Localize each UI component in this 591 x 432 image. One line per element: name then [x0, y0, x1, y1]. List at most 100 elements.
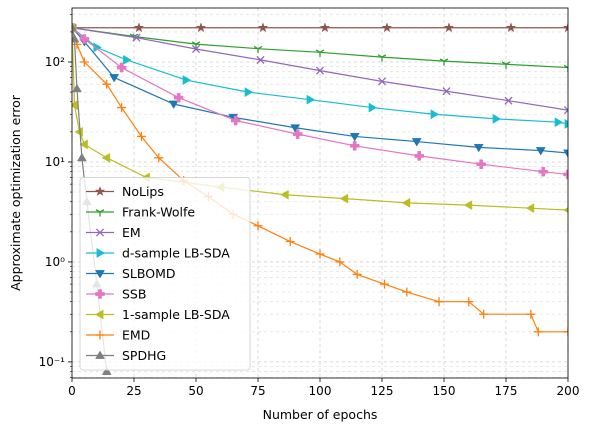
marker: [182, 75, 192, 85]
marker: [72, 83, 82, 93]
marker: [132, 33, 141, 42]
legend-marker: [95, 228, 105, 237]
legend-marker: [95, 209, 105, 217]
marker: [335, 257, 345, 267]
marker: [563, 106, 568, 115]
x-tick-label: 50: [188, 384, 203, 398]
marker: [476, 159, 486, 169]
x-tick-label: 200: [557, 384, 580, 398]
marker: [434, 297, 444, 307]
x-tick-label: 0: [68, 384, 76, 398]
marker: [136, 131, 146, 141]
legend-label: EM: [122, 225, 141, 240]
marker: [72, 23, 77, 33]
marker: [352, 269, 362, 279]
legend-marker: [95, 350, 105, 359]
marker: [401, 197, 411, 208]
legend-marker: [96, 248, 105, 258]
marker: [154, 153, 164, 163]
marker: [411, 138, 422, 147]
legend-marker: [94, 186, 106, 196]
marker: [102, 79, 112, 89]
marker: [492, 113, 502, 124]
marker: [123, 54, 132, 65]
marker: [564, 119, 568, 129]
marker: [315, 249, 325, 259]
marker: [562, 22, 568, 33]
marker: [504, 96, 513, 105]
marker: [349, 141, 360, 151]
marker: [464, 297, 474, 307]
legend-label: 1-sample LB-SDA: [122, 307, 230, 322]
x-axis-label: Number of epochs: [263, 407, 378, 422]
legend-box: [79, 177, 251, 371]
legend-label: SPDHG: [122, 348, 166, 363]
x-tick-label: 150: [433, 384, 456, 398]
marker: [538, 166, 548, 177]
marker: [563, 64, 568, 73]
marker: [257, 22, 269, 33]
marker: [253, 221, 263, 231]
marker: [117, 103, 127, 113]
marker: [339, 193, 349, 204]
marker: [379, 279, 389, 289]
y-tick-label: 10⁻¹: [39, 355, 66, 369]
marker: [292, 129, 303, 139]
x-tick-label: 25: [126, 384, 141, 398]
legend: NoLips Frank-Wolfe EM d-sample LB-SDA SLBOMD…: [79, 177, 251, 371]
y-tick-label: 10²: [45, 55, 65, 69]
legend-marker: [95, 309, 104, 320]
marker: [76, 152, 87, 162]
x-tick-label: 75: [250, 384, 265, 398]
marker: [463, 200, 473, 211]
marker: [253, 45, 263, 54]
marker: [535, 147, 546, 156]
legend-label: NoLips: [122, 184, 164, 199]
marker: [563, 169, 568, 180]
y-tick-label: 10⁰: [45, 255, 65, 269]
legend-label: SSB: [122, 287, 146, 302]
marker: [195, 22, 207, 33]
marker: [79, 57, 89, 67]
marker: [133, 22, 145, 33]
marker: [290, 124, 301, 133]
marker: [101, 152, 111, 163]
marker: [315, 66, 325, 75]
marker: [173, 92, 184, 103]
marker: [368, 102, 378, 113]
marker: [533, 327, 543, 337]
marker: [101, 366, 112, 375]
marker: [230, 115, 241, 126]
marker: [430, 109, 440, 120]
marker: [191, 41, 201, 49]
x-tick-label: 125: [371, 384, 394, 398]
marker: [525, 203, 535, 214]
marker: [315, 49, 325, 57]
legend-label: SLBOMD: [122, 266, 176, 281]
marker: [554, 117, 564, 128]
axes: 0 25 50 75 100 125 150 175 200 10⁻¹ 10⁰ 10¹ 10²: [39, 14, 580, 398]
marker: [563, 149, 568, 158]
marker: [563, 207, 568, 214]
marker: [563, 327, 568, 337]
marker: [306, 94, 316, 105]
marker: [479, 309, 489, 319]
y-axis-label: Approximate optimization error: [8, 94, 23, 291]
marker: [473, 143, 484, 153]
marker: [442, 87, 451, 96]
marker: [505, 22, 517, 33]
legend-label: EMD: [122, 328, 150, 343]
grid: [71, 8, 569, 378]
marker: [319, 22, 331, 33]
marker: [414, 151, 424, 161]
marker: [244, 87, 254, 98]
marker: [349, 133, 360, 142]
marker: [402, 287, 412, 297]
marker: [501, 61, 511, 69]
marker: [168, 100, 179, 110]
legend-marker: [95, 330, 105, 340]
marker: [256, 55, 265, 64]
legend-marker: [95, 270, 105, 279]
marker: [377, 77, 387, 86]
